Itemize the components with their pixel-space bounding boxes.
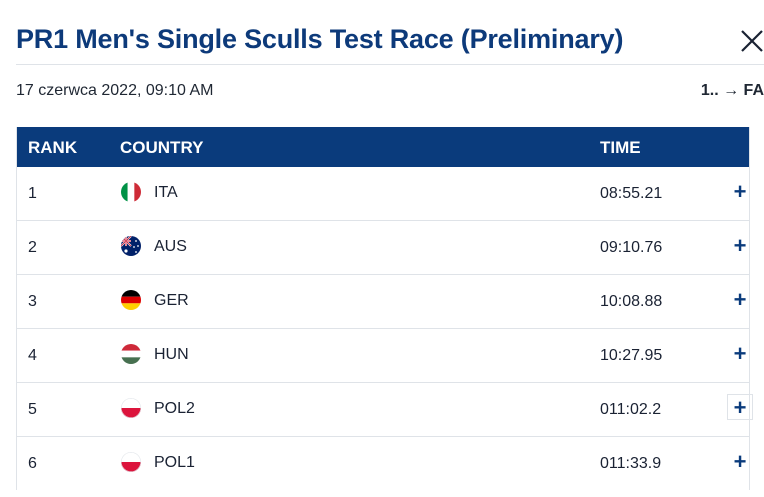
expand-row-button[interactable]: + — [733, 179, 747, 204]
table-row: 1 ITA 08:55.21 + — [17, 167, 749, 221]
australia-flag-icon — [121, 236, 141, 256]
expand-row-button[interactable]: + — [733, 233, 747, 258]
italy-flag-icon — [121, 182, 141, 202]
column-header-country: COUNTRY — [120, 138, 204, 157]
poland-flag-icon — [121, 452, 141, 472]
row-rank: 4 — [28, 347, 37, 364]
table-row: 5 POL2 011:02.2 + — [17, 383, 753, 437]
expand-row-button[interactable]: + — [733, 287, 747, 312]
row-rank: 2 — [28, 239, 37, 256]
close-icon[interactable] — [737, 26, 764, 56]
table-row: 2 AUS 09:10.76 + — [17, 221, 749, 275]
row-time: 011:33.9 — [600, 455, 662, 472]
results-table: RANK COUNTRY TIME 1 ITA 08:55.21 + 2 — [16, 127, 753, 490]
row-rank: 3 — [28, 293, 37, 310]
hungary-flag-icon — [121, 344, 141, 364]
progression-label: 1.. → FA — [700, 82, 764, 99]
row-time: 10:08.88 — [600, 293, 663, 310]
germany-flag-icon — [121, 290, 141, 310]
race-date: 17 czerwca 2022, 09:10 AM — [16, 82, 214, 99]
expand-row-button[interactable]: + — [733, 449, 747, 474]
table-row: 4 HUN 10:27.95 + — [17, 329, 749, 383]
column-header-time: TIME — [600, 138, 641, 157]
row-rank: 6 — [28, 455, 37, 472]
row-country: POL2 — [154, 400, 195, 417]
row-time: 08:55.21 — [600, 185, 663, 202]
row-country: GER — [154, 292, 189, 309]
row-country: AUS — [154, 238, 187, 255]
table-row: 3 GER 10:08.88 + — [17, 275, 749, 329]
row-country: ITA — [154, 184, 178, 201]
row-time: 09:10.76 — [600, 239, 663, 256]
row-time: 011:02.2 — [600, 401, 662, 418]
expand-row-button[interactable]: + — [727, 394, 753, 420]
page-title: PR1 Men's Single Sculls Test Race (Preli… — [16, 24, 624, 54]
row-country: POL1 — [154, 454, 195, 471]
poland-flag-icon — [121, 398, 141, 418]
row-time: 10:27.95 — [600, 347, 663, 364]
table-row: 6 POL1 011:33.9 + — [17, 437, 749, 490]
row-country: HUN — [154, 346, 189, 363]
table-header: RANK COUNTRY TIME — [17, 127, 749, 167]
row-rank: 1 — [28, 185, 37, 202]
close-button[interactable] — [737, 26, 764, 56]
expand-row-button[interactable]: + — [733, 341, 747, 366]
column-header-rank: RANK — [28, 138, 78, 157]
header-divider — [16, 64, 764, 65]
row-rank: 5 — [28, 401, 37, 418]
